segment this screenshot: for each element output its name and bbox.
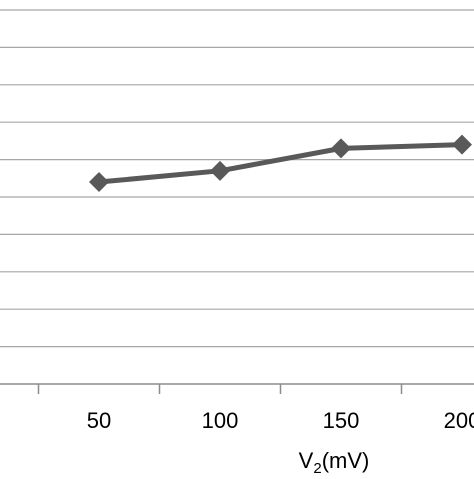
tick-labels: 50 100 150 200 (87, 408, 474, 433)
data-point-marker (210, 160, 230, 181)
x-axis (0, 383, 474, 394)
data-point-marker (331, 138, 351, 159)
x-tick-label: 200 (444, 408, 474, 433)
series-line (98, 142, 463, 185)
x-tick-label: 50 (87, 408, 111, 433)
gridlines (0, 9, 474, 348)
x-tick-label: 100 (202, 408, 239, 433)
data-point-marker (89, 172, 109, 193)
x-tick-label: 150 (323, 408, 360, 433)
x-axis-title: V2(mV) (299, 448, 370, 474)
data-series (89, 134, 472, 193)
data-point-marker (452, 134, 472, 155)
